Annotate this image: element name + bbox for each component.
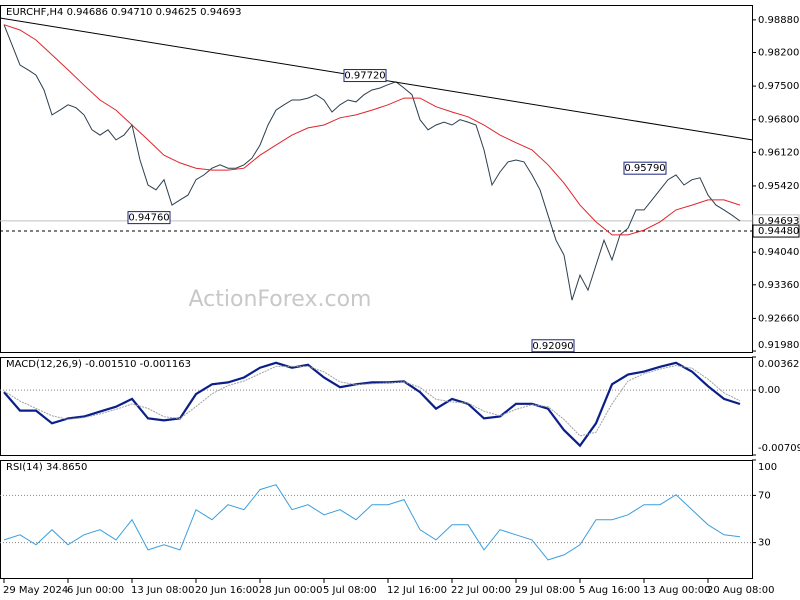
annotation: 0.97720 <box>343 69 387 83</box>
panel-frame <box>0 5 753 353</box>
annotation-box <box>531 339 575 353</box>
x-tick-label: 5 Jul 08:00 <box>323 585 377 596</box>
panel-title: RSI(14) 34.8650 <box>6 462 87 473</box>
panel-frame <box>0 460 753 579</box>
x-tick-label: 13 Aug 00:00 <box>643 585 710 596</box>
x-tick-label: 12 Jul 16:00 <box>387 585 447 596</box>
y-tick-label: 0.92660 <box>758 313 799 324</box>
annotation-label: 0.95790 <box>624 163 665 174</box>
annotation: 0.95790 <box>623 161 667 175</box>
last-price-label: 0.94693 <box>758 216 799 227</box>
series-line <box>3 361 741 448</box>
y-tick-label: 70 <box>758 490 771 501</box>
panel-title: MACD(12,26,9) -0.001510 -0.001163 <box>6 359 191 370</box>
y-tick-label: 0.94040 <box>758 247 799 258</box>
annotation: 0.94760 <box>127 211 171 225</box>
x-tick-label: 13 Jun 08:00 <box>131 585 195 596</box>
y-tick-label: 0.91980 <box>758 340 799 351</box>
annotation: 0.92090 <box>531 339 575 353</box>
y-tick-label: 0.98880 <box>758 15 799 26</box>
series-line <box>3 484 741 561</box>
level-box <box>752 224 800 238</box>
y-tick-label: 0.003628 <box>758 359 800 370</box>
annotation-label: 0.97720 <box>344 71 385 82</box>
x-tick-label: 29 Jul 08:00 <box>515 585 575 596</box>
annotation-label: 0.94760 <box>128 213 169 224</box>
y-tick-label: 0.97500 <box>758 81 799 92</box>
x-tick-label: 5 Aug 16:00 <box>579 585 640 596</box>
y-tick-label: 0.96120 <box>758 147 799 158</box>
x-tick-label: 20 Jun 16:00 <box>195 585 259 596</box>
x-tick-label: 20 Aug 08:00 <box>707 585 774 596</box>
watermark: ActionForex.com <box>189 287 372 312</box>
y-tick-label: 0.95420 <box>758 181 799 192</box>
y-tick-label: 0.98200 <box>758 48 799 59</box>
annotation-box <box>127 211 171 225</box>
y-tick-label: 100 <box>758 462 777 473</box>
y-tick-label: 30 <box>758 538 771 549</box>
annotation-label: 0.92090 <box>532 341 573 352</box>
annotation-box <box>343 69 387 83</box>
panel-title: EURCHF,H4 0.94686 0.94710 0.94625 0.9469… <box>6 7 242 18</box>
y-tick-label: 0.96800 <box>758 115 799 126</box>
series-line <box>3 364 741 437</box>
x-tick-label: 22 Jul 00:00 <box>451 585 511 596</box>
level-label: 0.94480 <box>758 226 799 237</box>
y-tick-label: 0.00 <box>758 385 780 396</box>
series-line <box>3 24 741 301</box>
y-tick-label: 0.93360 <box>758 280 799 291</box>
x-tick-label: 28 Jun 00:00 <box>259 585 323 596</box>
panel-frame <box>0 357 753 456</box>
y-tick-label: -0.007093 <box>758 443 800 454</box>
x-tick-label: 6 Jun 00:00 <box>67 585 124 596</box>
annotation-box <box>623 161 667 175</box>
series-line <box>3 24 741 236</box>
x-tick-label: 29 May 2024 <box>3 585 68 596</box>
